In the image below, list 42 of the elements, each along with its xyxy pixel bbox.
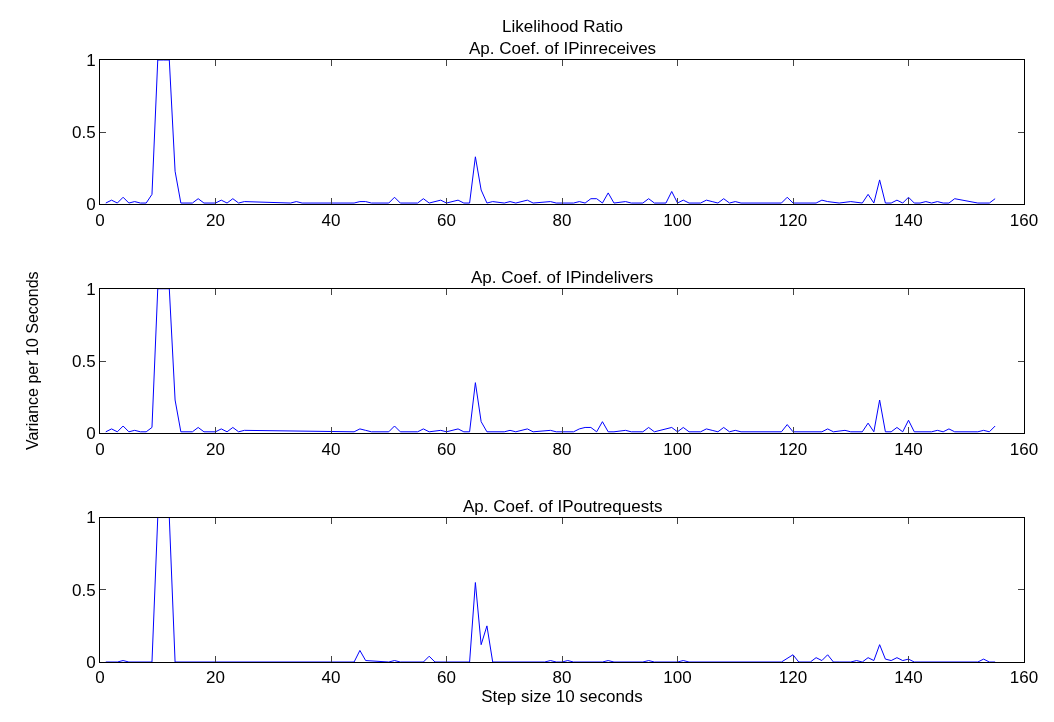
line-series [105,60,996,204]
y-tick-label: 0.5 [71,123,96,143]
x-tick-label: 20 [206,210,225,230]
y-tick-label: 1 [86,508,96,528]
x-tick-label: 140 [894,210,923,230]
chart-title: Likelihood Ratio [502,17,623,36]
x-tick-label: 80 [552,439,572,459]
x-tick-label: 140 [894,668,923,688]
x-tick-label: 20 [206,668,225,688]
x-tick-label: 80 [552,668,572,688]
x-tick-label: 120 [778,668,808,688]
x-tick-label: 60 [437,210,456,230]
x-tick-label: 40 [321,439,341,459]
y-tick-label: 0 [86,424,96,444]
x-axis-title: Step size 10 seconds [481,687,643,707]
x-tick-label: 100 [663,668,692,688]
x-tick-label: 40 [321,668,341,688]
y-tick-label: 0.5 [71,351,96,371]
x-tick-label: 40 [321,210,341,230]
x-tick-label: 120 [778,439,808,459]
x-tick-label: 60 [437,668,456,688]
x-tick-label: 160 [1009,439,1039,459]
x-tick-label: 80 [552,210,572,230]
x-tick-label: 100 [663,210,692,230]
y-tick-label: 0.5 [71,580,96,600]
x-tick-label: 160 [1009,210,1039,230]
y-tick-label: 1 [86,279,96,299]
x-tick-label: 140 [894,439,923,459]
line-series [105,517,996,662]
x-tick-label: 60 [437,439,456,459]
x-tick-label: 20 [206,439,225,459]
y-tick-label: 0 [86,195,96,215]
x-tick-label: 160 [1009,668,1039,688]
chart-subtitle: Ap. Coef. of IPinreceives [469,39,657,58]
chart-title: Ap. Coef. of IPindelivers [471,268,654,287]
x-tick-label: 100 [663,439,692,459]
y-axis-title: Variance per 10 Seconds [23,271,41,450]
chart-title: Ap. Coef. of IPoutrequests [463,497,663,516]
line-series [105,288,996,433]
x-tick-label: 120 [778,210,808,230]
y-tick-label: 0 [86,652,96,672]
y-tick-label: 1 [86,50,96,70]
